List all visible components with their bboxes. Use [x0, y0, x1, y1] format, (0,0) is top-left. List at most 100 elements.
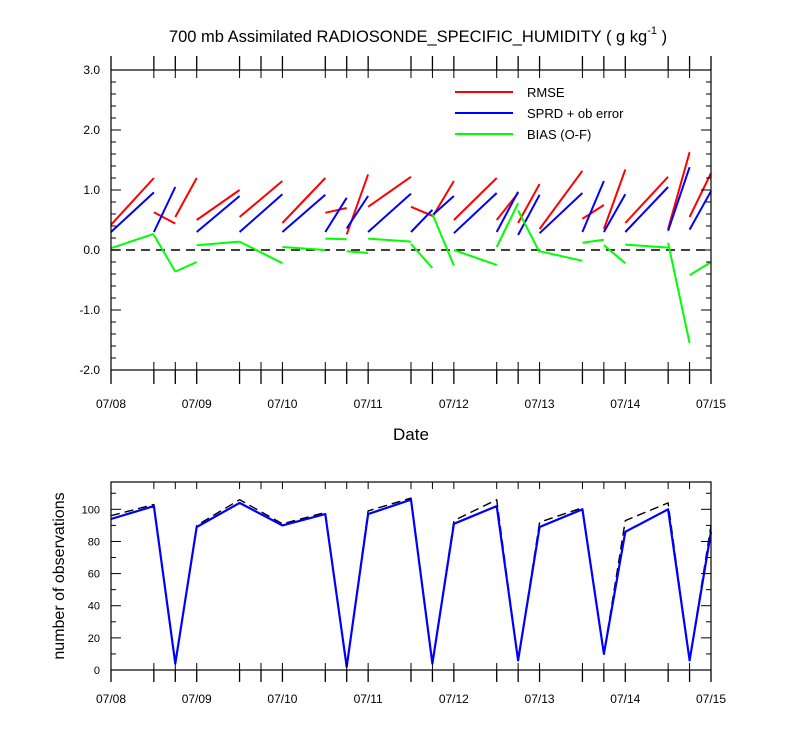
series-1-segment-17	[624, 186, 669, 233]
series-1-segment-5	[281, 194, 326, 233]
series-1-segment-4	[238, 193, 284, 233]
bottom-y-tick-label: 80	[88, 536, 100, 548]
series-2-segment-19	[689, 261, 712, 277]
x-tick-label: 07/10	[267, 397, 297, 411]
bottom-ticks-group: 0 20 40 60 80 100 07/08 07/09 07/10 07/11 07/12 07/…	[82, 482, 726, 706]
series-1-segment-10	[431, 195, 455, 216]
title-superscript: -1	[647, 25, 657, 37]
series-2-segment-14	[539, 250, 583, 262]
series-0-segment-5	[281, 177, 327, 224]
x-tick-label: 07/12	[439, 397, 469, 411]
series-2-segment-4	[239, 240, 283, 265]
y-tick-label: -2.0	[79, 363, 100, 377]
top-chart: 700 mb Assimilated RADIOSONDE_SPECIFIC_H…	[79, 25, 726, 444]
series-0-segment-0	[110, 177, 155, 226]
legend-label-2: BIAS (O-F)	[527, 127, 591, 142]
series-0-segment-3	[196, 189, 241, 221]
legend-label-0: RMSE	[527, 85, 565, 100]
series-1-segment-19	[688, 190, 712, 231]
series-2-segment-8	[368, 237, 412, 243]
bottom-y-tick-label: 0	[94, 665, 100, 677]
series-1-segment-11	[453, 192, 498, 234]
series-1-segment-6	[324, 197, 348, 233]
bottom-x-tick-label: 07/12	[439, 692, 469, 706]
series-1-segment-1	[152, 186, 177, 233]
top-ticks-group: -2.0 -1.0 0.0 1.0 2.0 3.0 07/08 07/09 07/10 07/11…	[79, 56, 726, 411]
bottom-x-tick-label: 07/13	[525, 692, 555, 706]
series-0-segment-17	[624, 176, 669, 224]
series-2-segment-9	[410, 243, 434, 269]
y-tick-label: 2.0	[83, 123, 100, 137]
bottom-x-tick-label: 07/08	[96, 692, 126, 706]
series-2-segment-2	[174, 261, 198, 273]
series-2-segment-3	[196, 240, 240, 247]
top-legend: RMSE SPRD + ob error BIAS (O-F)	[455, 85, 624, 142]
bottom-x-tick-label: 07/14	[610, 692, 640, 706]
series-0-segment-2	[174, 177, 198, 218]
series-0-segment-4	[238, 180, 284, 218]
series-0-segment-1	[153, 211, 176, 225]
y-tick-label: -1.0	[79, 303, 100, 317]
series-0-segment-18	[667, 151, 691, 230]
bottom-series-1-line	[110, 498, 713, 668]
series-1-segment-7	[345, 195, 369, 229]
series-1-segment-0	[110, 191, 155, 233]
series-2-segment-10	[431, 213, 455, 266]
series-2-segment-16	[603, 244, 626, 264]
y-tick-label: 1.0	[83, 183, 100, 197]
bottom-y-tick-label: 40	[88, 601, 100, 613]
series-2-segment-18	[667, 242, 691, 344]
bottom-y-tick-label: 60	[88, 569, 100, 581]
series-2-segment-12	[495, 202, 519, 248]
series-1-segment-18	[667, 166, 691, 232]
series-2-segment-15	[582, 238, 605, 244]
x-tick-label: 07/11	[354, 397, 383, 411]
series-2-segment-1	[153, 234, 177, 273]
series-2-segment-13	[517, 209, 541, 253]
top-series-group	[110, 151, 712, 344]
series-0-segment-14	[538, 170, 584, 230]
series-0-segment-15	[581, 204, 605, 220]
bottom-x-tick-label: 07/09	[182, 692, 212, 706]
bottom-chart: 0 20 40 60 80 100 07/08 07/09 07/10 07/11 07/12 07/…	[51, 481, 726, 706]
x-tick-label: 07/15	[696, 397, 726, 411]
bottom-y-axis-label: number of observations	[51, 492, 68, 659]
series-1-segment-13	[517, 194, 541, 236]
series-0-segment-11	[453, 177, 498, 221]
bottom-x-tick-label: 07/11	[354, 692, 383, 706]
series-2-segment-5	[282, 246, 326, 251]
series-0-segment-16	[602, 169, 627, 230]
bottom-x-tick-label: 07/15	[696, 692, 726, 706]
series-2-segment-7	[346, 250, 369, 254]
x-tick-label: 07/08	[96, 397, 126, 411]
legend-label-1: SPRD + ob error	[527, 106, 624, 121]
series-0-segment-6	[325, 207, 347, 214]
y-tick-label: 0.0	[83, 243, 100, 257]
series-1-segment-9	[410, 209, 434, 233]
series-1-segment-14	[538, 192, 584, 234]
bottom-series-group	[110, 497, 713, 668]
series-1-segment-8	[367, 192, 412, 233]
x-tick-label: 07/09	[182, 397, 212, 411]
title-end: )	[657, 28, 667, 46]
series-2-segment-11	[453, 249, 498, 266]
series-2-segment-0	[110, 232, 155, 250]
series-1-segment-15	[581, 180, 605, 233]
bottom-y-tick-label: 100	[82, 504, 100, 516]
series-0-segment-7	[345, 174, 370, 235]
series-1-segment-16	[603, 193, 627, 233]
series-2-segment-17	[625, 243, 669, 249]
y-tick-label: 3.0	[83, 63, 100, 77]
bottom-y-tick-label: 20	[88, 633, 100, 645]
series-1-segment-12	[495, 191, 519, 233]
series-0-segment-8	[367, 175, 412, 208]
bottom-plot-frame	[110, 481, 712, 671]
series-2-segment-6	[325, 237, 347, 241]
top-chart-title: 700 mb Assimilated RADIOSONDE_SPECIFIC_H…	[169, 25, 667, 46]
bottom-x-tick-label: 07/10	[267, 692, 297, 706]
series-0-segment-19	[688, 172, 712, 218]
x-tick-label: 07/14	[610, 397, 640, 411]
x-tick-label: 07/13	[525, 397, 555, 411]
top-x-axis-label: Date	[393, 425, 429, 444]
